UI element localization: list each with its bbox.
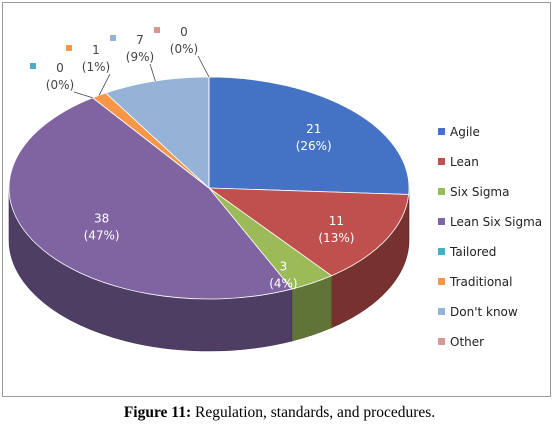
data-label-value: 11 (329, 214, 344, 228)
data-label-six-sigma: 3 (4%) (269, 259, 297, 290)
legend-swatch (438, 338, 445, 345)
legend-label: Six Sigma (450, 185, 509, 199)
label-marker-other (154, 27, 160, 33)
legend-label: Traditional (449, 275, 512, 289)
data-label-traditional: 1 (1%) (82, 43, 111, 96)
caption-label: Figure 11: (123, 404, 192, 421)
data-label-value: 1 (92, 43, 100, 57)
data-label-value: 7 (136, 33, 144, 47)
leader-line-don-t-know (149, 63, 156, 82)
legend-swatch (438, 128, 445, 135)
data-label-percent: (47%) (84, 228, 120, 242)
data-label-value: 0 (56, 61, 64, 75)
data-label-value: 0 (180, 25, 188, 39)
leader-line-tailored (73, 91, 93, 99)
legend-item-agile: Agile (438, 125, 480, 139)
legend-swatch (438, 218, 445, 225)
legend-swatch (438, 308, 445, 315)
data-label-value: 38 (94, 211, 109, 225)
pie-depth (8, 187, 410, 352)
legend: Agile Lean Six Sigma Lean Six Sigma Tailored… (438, 125, 542, 349)
label-marker-tailored (30, 63, 36, 69)
legend-swatch (438, 248, 445, 255)
slice-agile (208, 76, 410, 195)
legend-item-tailored: Tailored (438, 245, 496, 259)
data-label-value: 3 (280, 259, 288, 273)
data-label-other: 0 (0%) (170, 25, 210, 78)
legend-label: Don't know (450, 305, 518, 319)
data-label-percent: (0%) (170, 42, 198, 56)
data-label-percent: (9%) (126, 50, 154, 64)
data-label-percent: (0%) (46, 78, 74, 92)
pie-top (8, 76, 410, 300)
data-label-tailored: 0 (0%) (46, 61, 93, 99)
pie-labels: 21 (26%) 11 (13%) 3 (4%) 38 (47%) 0 (0%) 1 (1%) 0 (0%… (30, 25, 354, 290)
data-label-percent: (1%) (82, 60, 110, 74)
legend-swatch (438, 278, 445, 285)
legend-swatch (438, 158, 445, 165)
pie-chart: 21 (26%) 11 (13%) 3 (4%) 38 (47%) 0 (0%) 1 (1%) 0 (0%… (8, 25, 542, 352)
legend-label: Other (450, 335, 484, 349)
legend-item-six-sigma: Six Sigma (438, 185, 509, 199)
figure-caption: Figure 11: Regulation, standards, and pr… (0, 404, 559, 422)
leader-line-traditional (98, 73, 111, 96)
legend-item-lean: Lean (438, 155, 479, 169)
data-label-percent: (26%) (296, 139, 332, 153)
data-label-value: 21 (306, 122, 321, 136)
legend-swatch (438, 188, 445, 195)
leader-line-other (197, 55, 210, 78)
legend-label: Agile (450, 125, 480, 139)
legend-label: Tailored (449, 245, 496, 259)
label-marker-don-t-know (110, 35, 116, 41)
label-marker-traditional (66, 45, 72, 51)
caption-text: Regulation, standards, and procedures. (191, 404, 436, 421)
data-label-agile: 21 (26%) (296, 122, 332, 153)
data-label-lean-six-sigma: 38 (47%) (84, 211, 120, 242)
data-label-lean: 11 (13%) (318, 214, 354, 245)
slice-lean-six-sigma (8, 97, 293, 300)
data-label-percent: (4%) (269, 276, 297, 290)
data-label-percent: (13%) (318, 231, 354, 245)
legend-item-traditional: Traditional (438, 275, 512, 289)
legend-item-lean-six-sigma: Lean Six Sigma (438, 215, 542, 229)
legend-item-other: Other (438, 335, 484, 349)
data-label-don-t-know: 7 (9%) (126, 33, 156, 82)
legend-label: Lean (450, 155, 479, 169)
legend-label: Lean Six Sigma (450, 215, 542, 229)
slice-lean (207, 187, 410, 277)
legend-item-don-t-know: Don't know (438, 305, 518, 319)
